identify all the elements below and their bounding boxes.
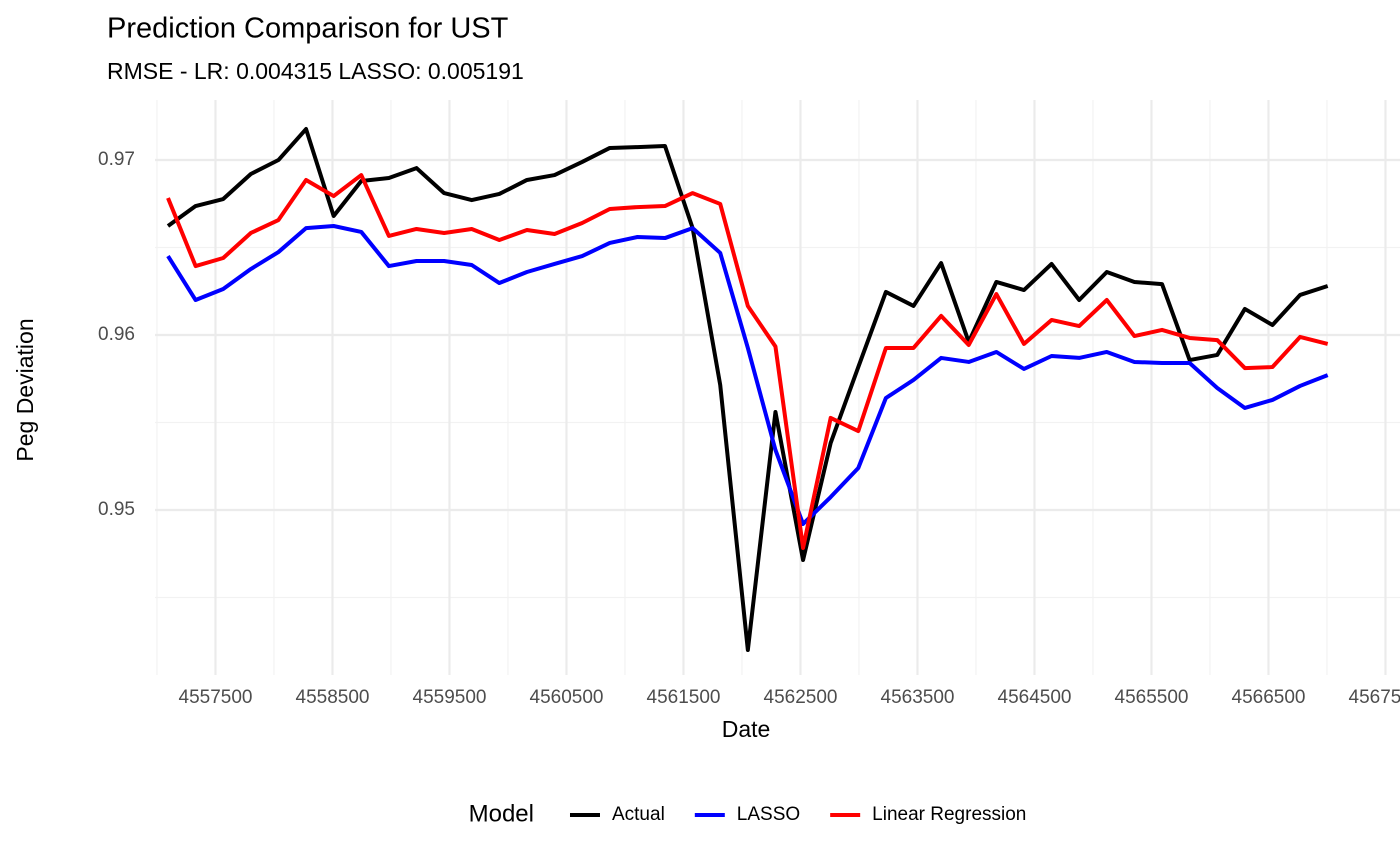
chart-subtitle: RMSE - LR: 0.004315 LASSO: 0.005191 (107, 58, 524, 84)
legend-label: LASSO (737, 804, 800, 825)
y-tick-label: 0.95 (98, 499, 135, 520)
series-line (166, 127, 1329, 652)
x-tick-label: 4562500 (764, 687, 838, 708)
chart-title: Prediction Comparison for UST (107, 13, 509, 45)
x-axis-title: Date (722, 716, 771, 742)
y-tick-label: 0.96 (98, 324, 135, 345)
legend-title: Model (469, 800, 534, 827)
x-tick-label: 4557500 (179, 687, 253, 708)
grid (155, 100, 1400, 675)
x-tick-label: 4564500 (998, 687, 1072, 708)
legend-label: Actual (612, 804, 665, 825)
legend-label: Linear Regression (872, 804, 1026, 825)
y-tick-label: 0.97 (98, 149, 135, 170)
x-tick-label: 4567500 (1349, 687, 1400, 708)
x-tick-label: 4565500 (1115, 687, 1189, 708)
x-tick-label: 4560500 (530, 687, 604, 708)
x-tick-label: 4561500 (647, 687, 721, 708)
x-tick-label: 4566500 (1232, 687, 1306, 708)
series-line (166, 173, 1329, 550)
series-line (166, 223, 1329, 526)
lines (166, 127, 1329, 652)
y-axis-title: Peg Deviation (12, 318, 38, 461)
x-tick-label: 4558500 (296, 687, 370, 708)
legend: Model Actual LASSO Linear Regression (469, 800, 1027, 827)
x-tick-label: 4563500 (881, 687, 955, 708)
x-tick-label: 4559500 (413, 687, 487, 708)
